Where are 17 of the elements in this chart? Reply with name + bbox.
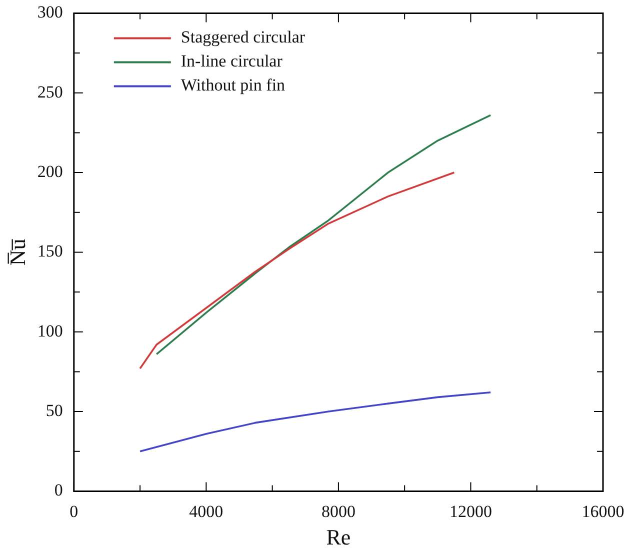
legend-label: Without pin fin: [180, 76, 286, 95]
x-tick-label: 8000: [321, 502, 356, 521]
y-axis-title: N̅u̅: [4, 238, 30, 266]
x-axis-title: Re: [326, 524, 351, 550]
x-tick-label: 12000: [449, 502, 492, 521]
y-tick-label: 100: [37, 321, 63, 340]
y-tick-label: 50: [46, 401, 63, 420]
y-tick-label: 300: [37, 2, 63, 22]
y-tick-label: 200: [37, 162, 63, 181]
y-tick-label: 0: [54, 480, 63, 500]
x-tick-label: 16000: [582, 502, 624, 521]
y-tick-label: 150: [37, 242, 63, 261]
legend-label: Staggered circular: [180, 28, 306, 47]
x-tick-label: 0: [70, 502, 78, 521]
legend-label: In-line circular: [180, 52, 283, 71]
y-tick-label: 250: [37, 82, 63, 102]
x-tick-label: 4000: [189, 502, 224, 521]
